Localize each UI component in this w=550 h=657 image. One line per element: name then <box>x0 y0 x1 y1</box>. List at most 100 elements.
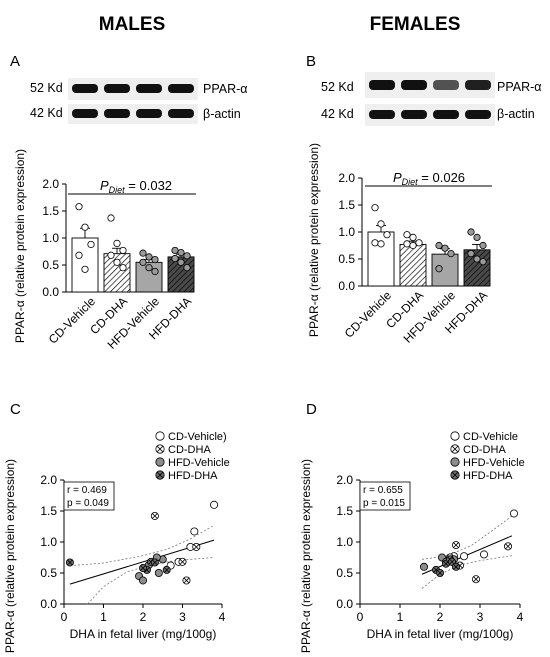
data-point <box>467 250 475 258</box>
bar <box>167 256 195 293</box>
data-point <box>119 264 127 272</box>
data-point <box>119 246 127 255</box>
data-point <box>479 241 487 250</box>
panel-letter-a: A <box>10 53 20 70</box>
data-point <box>403 240 411 248</box>
data-point <box>377 240 385 248</box>
x-tick-label: 2 <box>140 610 147 624</box>
legend-entry: HFD-DHA <box>168 470 218 482</box>
legend-entry: CD-Vehicle) <box>168 431 227 443</box>
data-point-cross <box>193 544 200 550</box>
legend-marker <box>155 457 165 467</box>
blot-band <box>104 109 130 118</box>
bar <box>71 237 99 293</box>
blot-band <box>72 109 98 118</box>
data-point <box>107 214 115 222</box>
data-point-cross <box>437 570 443 576</box>
bar <box>399 243 427 287</box>
data-point <box>154 569 163 578</box>
p-value: p = 0.015 <box>363 498 405 509</box>
r-value: r = 0.655 <box>363 485 403 496</box>
legend-marker <box>450 431 460 441</box>
x-axis-label: DHA in fetal liver (mg/100g) <box>70 627 217 641</box>
data-point <box>75 203 83 211</box>
data-point <box>171 246 179 255</box>
y-axis-label: PPAR-α (relative protein expression) <box>3 459 17 653</box>
legend-entry: HFD-Vehicle <box>168 457 230 469</box>
x-axis-label: DHA in fetal liver (mg/100g) <box>367 627 514 641</box>
blot-band <box>465 110 491 119</box>
y-tick-label: 2.0 <box>338 171 355 185</box>
y-tick-label: 0.5 <box>336 566 353 580</box>
blot-band <box>72 84 98 93</box>
data-point <box>447 250 455 258</box>
panel-letter-b: B <box>306 53 316 70</box>
data-point <box>479 258 487 266</box>
data-point <box>473 233 481 241</box>
data-point-cross <box>163 567 170 573</box>
blot-band <box>433 110 459 119</box>
panel-letter-d: D <box>306 401 317 418</box>
blot-42kd-label: 42 Kd <box>321 107 354 121</box>
y-tick-label: 0.5 <box>42 258 59 272</box>
y-tick-label: 2.0 <box>336 473 353 487</box>
y-tick-label: 0.5 <box>40 566 57 580</box>
western-blot-females: 52 Kd 42 Kd PPAR-α β-actin <box>321 72 542 126</box>
blot-membrane-bottom <box>68 104 198 124</box>
legend-entry: HFD-Vehicle <box>463 457 525 469</box>
data-point <box>473 255 481 263</box>
data-point-cross <box>67 559 73 566</box>
data-point <box>139 258 147 266</box>
bar <box>367 231 395 287</box>
panel-letter-c: C <box>10 401 21 418</box>
data-point-cross <box>152 559 158 566</box>
y-tick-label: 0.0 <box>42 285 59 299</box>
data-point-cross <box>505 543 511 550</box>
blot-band <box>369 80 395 90</box>
data-point <box>479 550 488 559</box>
data-point <box>371 239 379 247</box>
x-tick-label: 1 <box>100 610 107 624</box>
y-tick-label: 1.0 <box>338 225 355 239</box>
pdiet-males: PDiet = 0.032 <box>68 178 196 195</box>
svg-text:PDiet = 0.032: PDiet = 0.032 <box>100 178 172 195</box>
blot-42kd-label: 42 Kd <box>30 106 63 120</box>
data-point <box>441 244 449 252</box>
confidence-band-upper <box>421 515 513 560</box>
y-tick-label: 1.5 <box>40 504 57 518</box>
western-blot-males: 52 Kd 42 Kd PPAR-α β-actin <box>30 78 248 124</box>
y-tick-label: 0.0 <box>40 597 57 611</box>
legend-marker <box>450 457 460 467</box>
data-point <box>419 562 428 571</box>
data-point <box>210 500 219 509</box>
data-point <box>190 527 199 536</box>
data-point-cross <box>140 565 146 571</box>
data-point <box>81 265 89 273</box>
y-tick-label: 2.0 <box>42 177 59 191</box>
blot-band <box>168 109 194 118</box>
bar <box>103 253 131 293</box>
legend-entry: HFD-DHA <box>463 470 513 482</box>
x-tick-label: 2 <box>437 610 444 624</box>
x-tick-label: 1 <box>397 610 404 624</box>
blot-band <box>401 110 427 119</box>
data-point <box>177 248 185 257</box>
blot-band <box>168 84 194 93</box>
y-tick-label: 2.0 <box>40 473 57 487</box>
y-tick-label: 0.0 <box>336 597 353 611</box>
blot-52kd-label: 52 Kd <box>30 81 63 95</box>
blot-ppar-label: PPAR-α <box>497 80 542 94</box>
x-tick-label: 4 <box>517 610 524 624</box>
blot-membrane-top <box>68 78 198 100</box>
data-point <box>151 255 159 264</box>
data-point <box>383 231 391 239</box>
data-point <box>377 220 385 228</box>
blot-actin-label: β-actin <box>203 107 241 121</box>
data-point <box>107 251 115 259</box>
data-point-cross <box>144 567 150 573</box>
y-axis-label: PPAR-α (relative protein expression) <box>307 143 321 337</box>
y-tick-label: 1.0 <box>42 231 59 245</box>
stats-box <box>63 481 115 511</box>
data-point <box>171 254 179 263</box>
